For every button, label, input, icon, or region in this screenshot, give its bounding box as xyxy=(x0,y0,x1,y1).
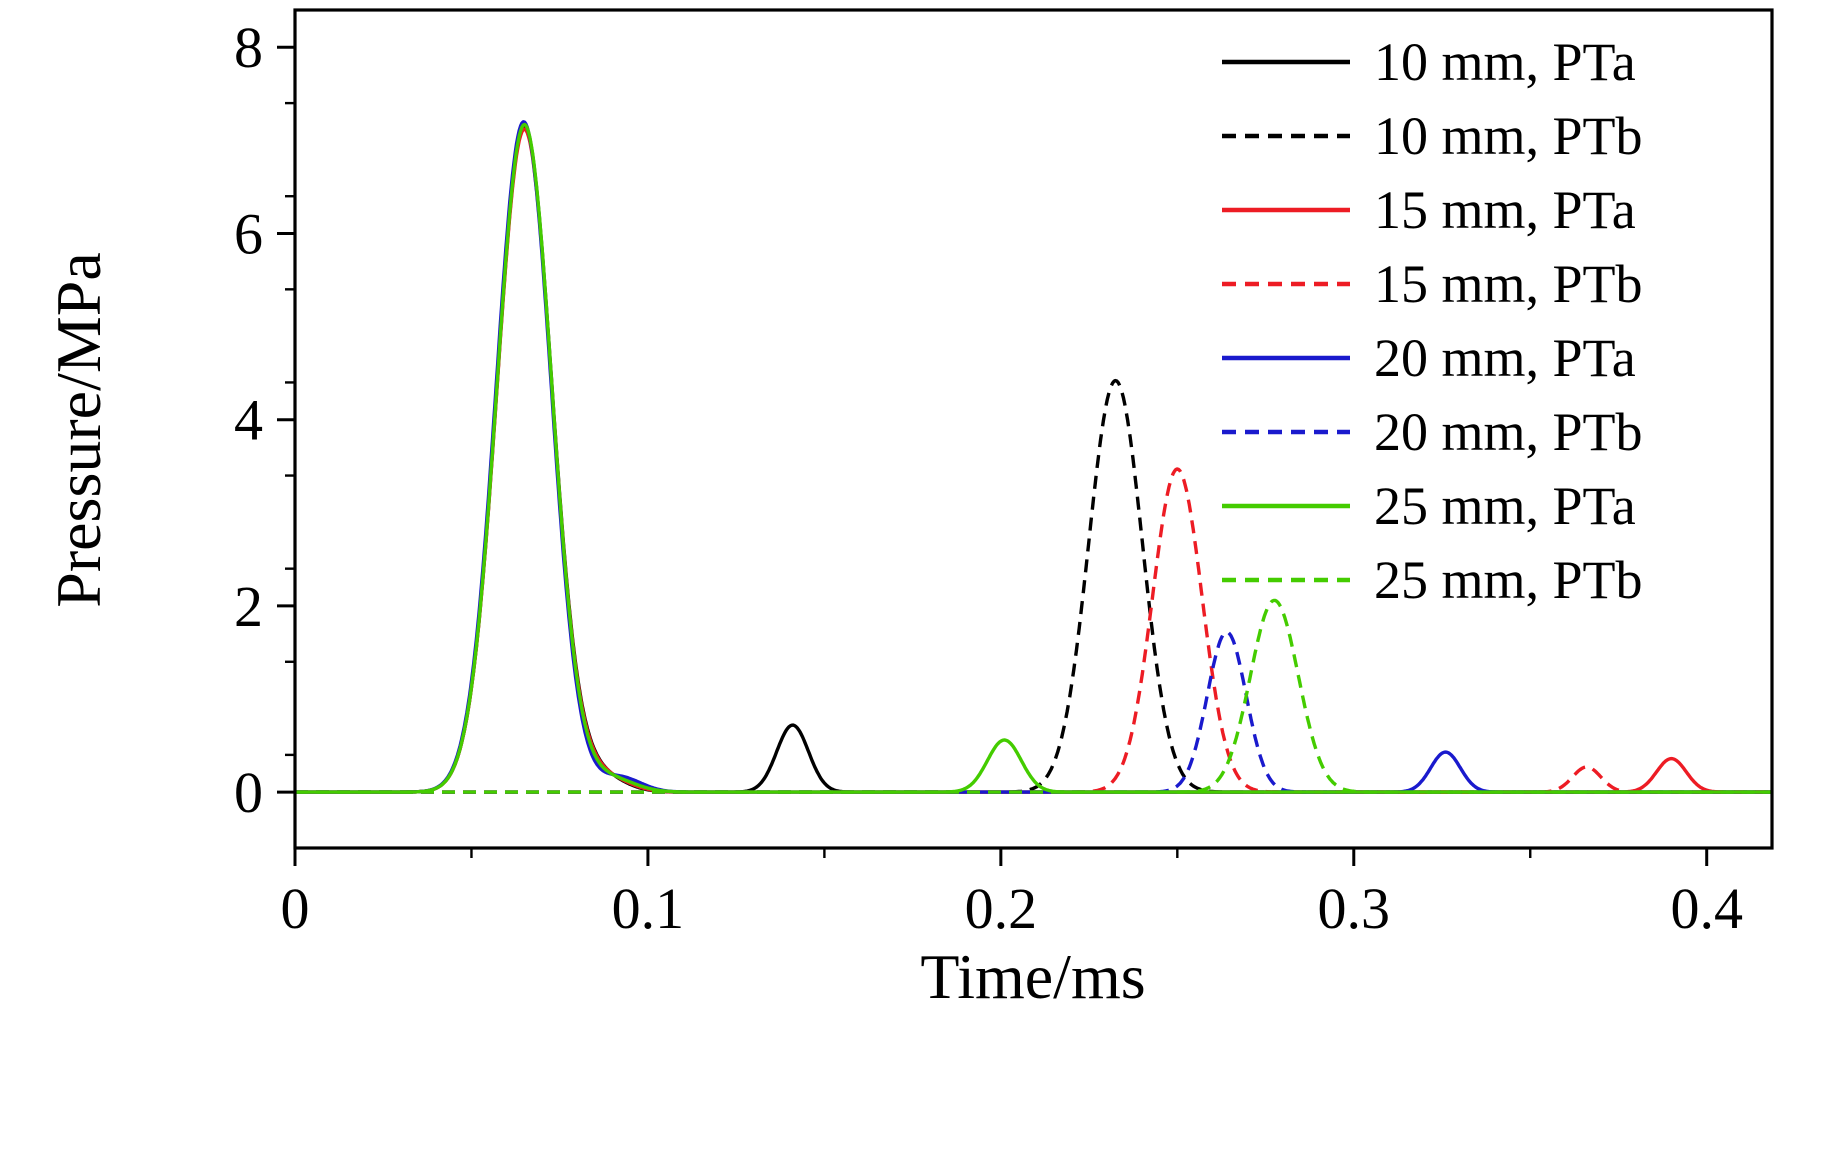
legend-item: 10 mm, PTa xyxy=(1222,32,1636,92)
plot-frame xyxy=(293,8,1774,850)
legend-item: 25 mm, PTb xyxy=(1222,550,1643,610)
legend: 10 mm, PTa 10 mm, PTb 15 mm, PTa 15 mm, PTb… xyxy=(1222,32,1643,610)
series-25-mm-pta xyxy=(294,122,1773,794)
y-tick-label: 2 xyxy=(234,574,263,639)
y-tick-label: 0 xyxy=(234,760,263,825)
legend-item: 20 mm, PTb xyxy=(1222,402,1643,462)
legend-item: 25 mm, PTa xyxy=(1222,476,1636,536)
series-25-mm-ptb xyxy=(294,598,1773,794)
plot-frame-border xyxy=(293,8,1774,850)
legend-item: 20 mm, PTa xyxy=(1222,328,1636,388)
legend-label: 20 mm, PTb xyxy=(1374,402,1643,462)
curves xyxy=(294,120,1773,794)
y-axis-label: Pressure/MPa xyxy=(43,252,114,608)
y-tick-label: 8 xyxy=(234,15,263,80)
legend-label: 10 mm, PTb xyxy=(1374,106,1643,166)
x-tick-label: 0 xyxy=(281,876,310,941)
x-tick-label: 0.2 xyxy=(965,876,1038,941)
legend-label: 20 mm, PTa xyxy=(1374,328,1636,388)
legend-label: 25 mm, PTa xyxy=(1374,476,1636,536)
legend-label: 15 mm, PTa xyxy=(1374,180,1636,240)
axis-ticks: 0 0.1 0.2 0.3 0.4 0 2 4 6 8 xyxy=(234,15,1743,941)
legend-label: 25 mm, PTb xyxy=(1374,550,1643,610)
x-tick-label: 0.4 xyxy=(1670,876,1743,941)
x-axis-label: Time/ms xyxy=(920,941,1145,1012)
legend-item: 15 mm, PTa xyxy=(1222,180,1636,240)
legend-item: 15 mm, PTb xyxy=(1222,254,1643,314)
y-tick-label: 6 xyxy=(234,201,263,266)
x-tick-label: 0.1 xyxy=(612,876,685,941)
legend-label: 10 mm, PTa xyxy=(1374,32,1636,92)
legend-item: 10 mm, PTb xyxy=(1222,106,1643,166)
x-tick-label: 0.3 xyxy=(1318,876,1391,941)
y-tick-label: 4 xyxy=(234,388,263,453)
legend-label: 15 mm, PTb xyxy=(1374,254,1643,314)
series-20-mm-ptb xyxy=(294,630,1773,794)
